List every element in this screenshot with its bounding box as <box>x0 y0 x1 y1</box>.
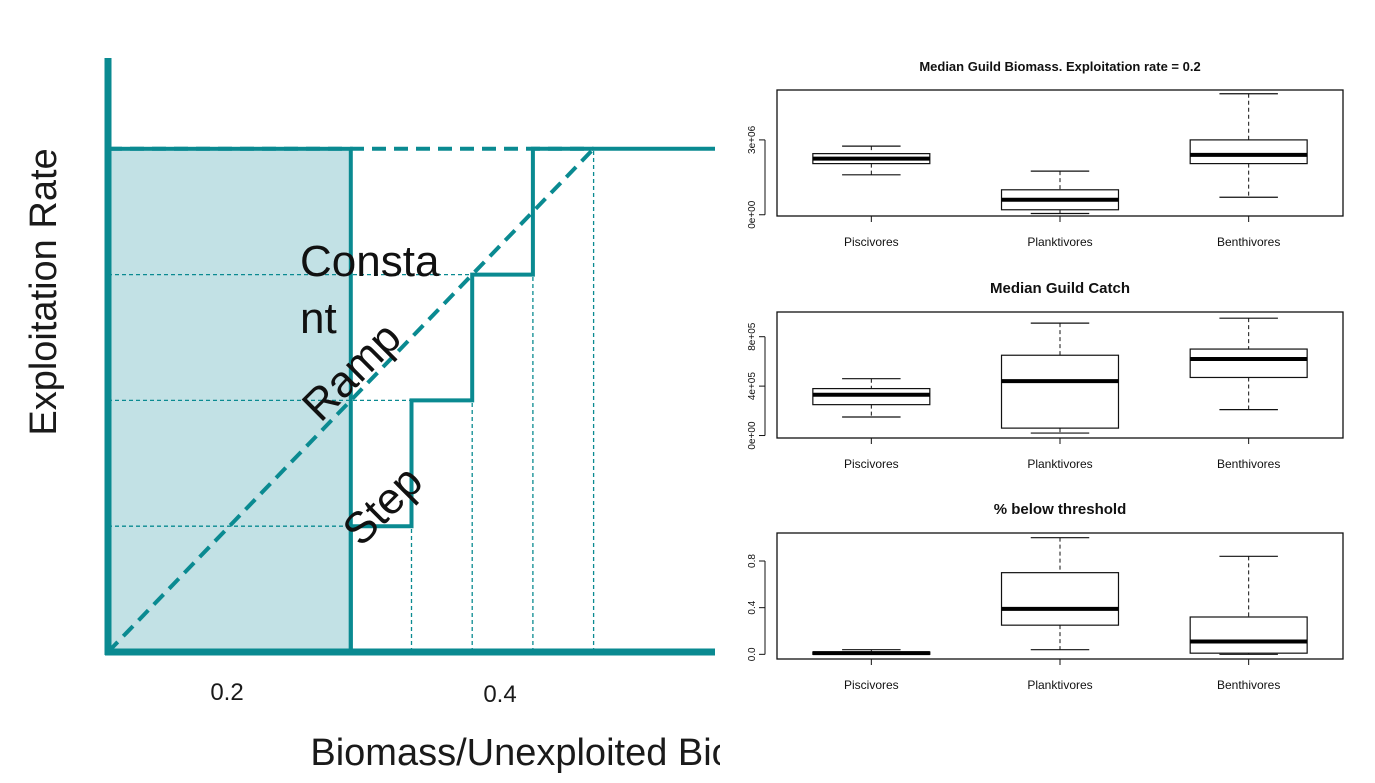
hcr-plot-area <box>104 58 715 656</box>
series-line-ramp <box>106 147 596 654</box>
y-axis-label: Exploitation Rate <box>23 148 65 435</box>
boxplot-panel-below-threshold: % below threshold 0.0 0.4 0.8 Piscivores Plan… <box>747 501 1344 692</box>
box-iqr <box>1000 354 1120 429</box>
y-tick-label: 0e+00 <box>747 200 758 229</box>
boxplot-panel-guild-biomass: Median Guild Biomass. Exploitation rate … <box>747 59 1344 249</box>
box-iqr <box>1000 572 1120 626</box>
y-tick-label: 0.0 <box>747 647 758 661</box>
x-tick-label: Benthivores <box>1217 678 1280 692</box>
x-axis-label: Biomass/Unexploited Biomass <box>310 732 720 774</box>
box-iqr <box>1189 139 1308 165</box>
x-tick-label: Piscivores <box>844 235 899 249</box>
y-tick-label: 0.8 <box>747 554 758 568</box>
x-tick-label: Piscivores <box>844 678 899 692</box>
x-tick-label: Planktivores <box>1027 678 1092 692</box>
x-tick-label: Benthivores <box>1217 457 1280 471</box>
box-iqr <box>1189 348 1308 379</box>
box-iqr <box>1189 616 1308 654</box>
x-tick-label: Planktivores <box>1027 457 1092 471</box>
y-tick-label: 0e+00 <box>747 421 758 450</box>
panel-title: Median Guild Biomass. Exploitation rate … <box>919 59 1200 74</box>
x-tick-label: Piscivores <box>844 457 899 471</box>
y-tick-label: 0.4 <box>747 600 758 614</box>
y-tick-label: 4e+05 <box>747 372 758 401</box>
series-line-step <box>348 146 715 652</box>
x-tick-label: 0.4 <box>483 681 516 708</box>
x-tick-label: 0.2 <box>210 679 243 706</box>
x-tick-label: Benthivores <box>1217 235 1280 249</box>
boxplot-panel-guild-catch: Median Guild Catch 0e+00 4e+05 8e+05 Piscivo… <box>747 280 1344 471</box>
x-tick-label: Planktivores <box>1027 235 1092 249</box>
panel-title: Median Guild Catch <box>990 280 1130 297</box>
y-tick-label: 3e+06 <box>747 125 758 154</box>
panel-title: % below threshold <box>994 501 1127 518</box>
y-tick-label: 8e+05 <box>747 322 758 351</box>
annotation-constant-part2: nt <box>300 294 337 343</box>
annotation-constant-part1: Consta <box>300 237 440 286</box>
harvest-control-rule-chart: Exploitation Rate Biomass/Unexploited Bi… <box>23 58 720 774</box>
